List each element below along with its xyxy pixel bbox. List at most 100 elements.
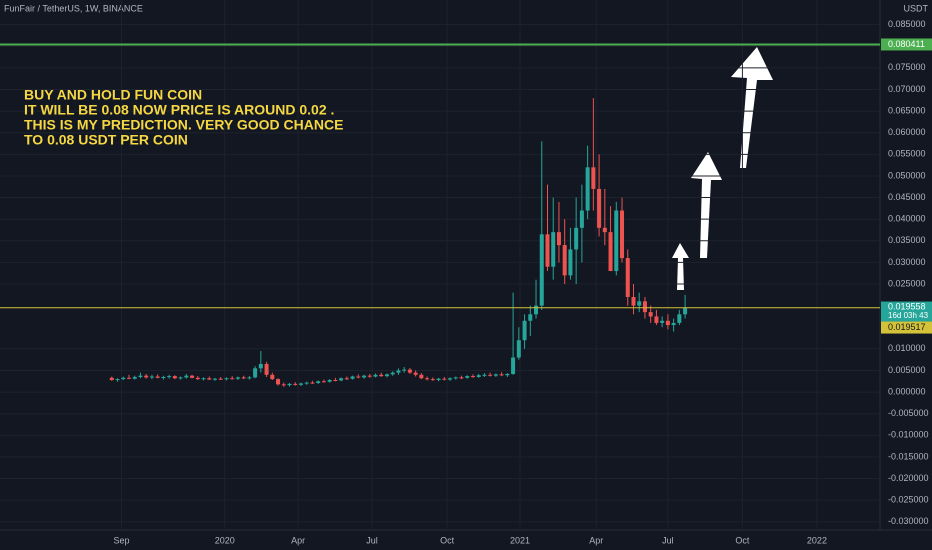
level-label: 0.080411	[888, 39, 925, 49]
x-tick-label: Sep	[114, 535, 130, 545]
candle-body	[608, 232, 613, 272]
candle-body	[144, 375, 149, 378]
price-label: 0.019558	[888, 301, 926, 311]
y-tick-label: 0.070000	[888, 84, 926, 94]
candle-body	[287, 383, 292, 386]
candle-body	[654, 316, 659, 323]
candle-body	[442, 378, 447, 380]
y-tick-label: -0.030000	[888, 516, 929, 526]
candle-body	[235, 377, 240, 379]
candle-body	[511, 357, 516, 374]
x-tick-label: 2020	[215, 535, 235, 545]
candle-body	[178, 377, 183, 379]
y-tick-label: -0.020000	[888, 473, 929, 483]
x-tick-label: 2021	[510, 535, 530, 545]
candle-body	[551, 232, 556, 267]
y-tick-label: 0.050000	[888, 170, 926, 180]
candle-body	[264, 363, 269, 375]
candle-body	[648, 312, 653, 317]
candle-body	[430, 379, 435, 381]
candle-body	[115, 379, 120, 381]
candle-body	[230, 378, 235, 380]
candle-body	[453, 377, 458, 379]
y-tick-label: 0.040000	[888, 214, 926, 224]
y-tick-label: 0.025000	[888, 278, 926, 288]
y-tick-label: 0.035000	[888, 235, 926, 245]
annotation: TO 0.08 USDT PER COIN	[24, 132, 188, 148]
candle-body	[545, 234, 550, 267]
candle-body	[212, 378, 217, 380]
candle-body	[562, 245, 567, 276]
arrow	[731, 47, 773, 168]
candle-body	[436, 378, 441, 380]
candle-body	[293, 383, 298, 385]
candle-body	[207, 378, 212, 380]
x-tick-label: Apr	[589, 535, 603, 545]
y-tick-label: 0.085000	[888, 19, 926, 29]
x-tick-label: Oct	[735, 535, 750, 545]
y-tick-label: 0.060000	[888, 127, 926, 137]
level-label-box	[881, 38, 932, 51]
candle-body	[579, 210, 584, 228]
level-label-box	[881, 321, 932, 334]
y-tick-label: 0.010000	[888, 343, 926, 353]
candle-body	[620, 210, 625, 259]
candle-body	[190, 375, 195, 378]
candle-body	[505, 373, 510, 376]
candle-body	[321, 381, 326, 383]
candle-body	[534, 305, 539, 315]
candle-body	[109, 377, 114, 380]
candle-body	[276, 379, 281, 385]
candle-body	[448, 378, 453, 380]
candle-body	[270, 374, 275, 380]
currency-label: USDT	[904, 3, 929, 13]
candle-body	[316, 381, 321, 384]
y-tick-label: 0.065000	[888, 105, 926, 115]
candle-body	[350, 376, 355, 379]
candle-body	[218, 378, 223, 380]
candle-body	[585, 167, 590, 211]
candle-body	[665, 320, 670, 326]
candle-body	[602, 227, 607, 233]
candle-body	[465, 376, 470, 378]
candle-body	[402, 369, 407, 371]
candle-body	[528, 314, 533, 321]
candle-body	[172, 376, 177, 379]
candle-body	[476, 375, 481, 377]
candle-body	[568, 249, 573, 276]
candle-body	[425, 378, 430, 380]
candle-body	[407, 369, 412, 373]
candle-body	[459, 377, 464, 379]
candle-body	[516, 340, 521, 358]
candle-body	[362, 375, 367, 378]
candle-body	[167, 376, 172, 378]
candle-body	[281, 384, 286, 386]
candle-body	[396, 370, 401, 373]
candle-body	[631, 296, 636, 306]
candle-body	[161, 376, 166, 378]
candle-body	[591, 167, 596, 189]
candle-body	[344, 378, 349, 380]
y-tick-label: 0.055000	[888, 149, 926, 159]
candle-body	[310, 382, 315, 384]
candle-body	[121, 377, 126, 380]
x-tick-label: 2022	[807, 535, 827, 545]
candle-body	[184, 375, 189, 378]
candle-body	[493, 374, 498, 376]
candle-body	[356, 376, 361, 378]
annotation: THIS IS MY PREDICTION. VERY GOOD CHANCE	[24, 117, 343, 133]
x-tick-label: Jul	[366, 535, 378, 545]
candle-body	[201, 378, 206, 380]
candle-body	[419, 374, 424, 379]
candle-body	[384, 374, 389, 377]
x-tick-label: Oct	[440, 535, 455, 545]
arrow	[691, 152, 722, 258]
y-tick-label: -0.010000	[888, 430, 929, 440]
candle-body	[683, 307, 688, 315]
candle-body	[677, 314, 682, 323]
countdown: 16d 03h 43	[888, 311, 929, 320]
y-tick-label: 0.005000	[888, 365, 926, 375]
y-tick-label: 0.030000	[888, 257, 926, 267]
